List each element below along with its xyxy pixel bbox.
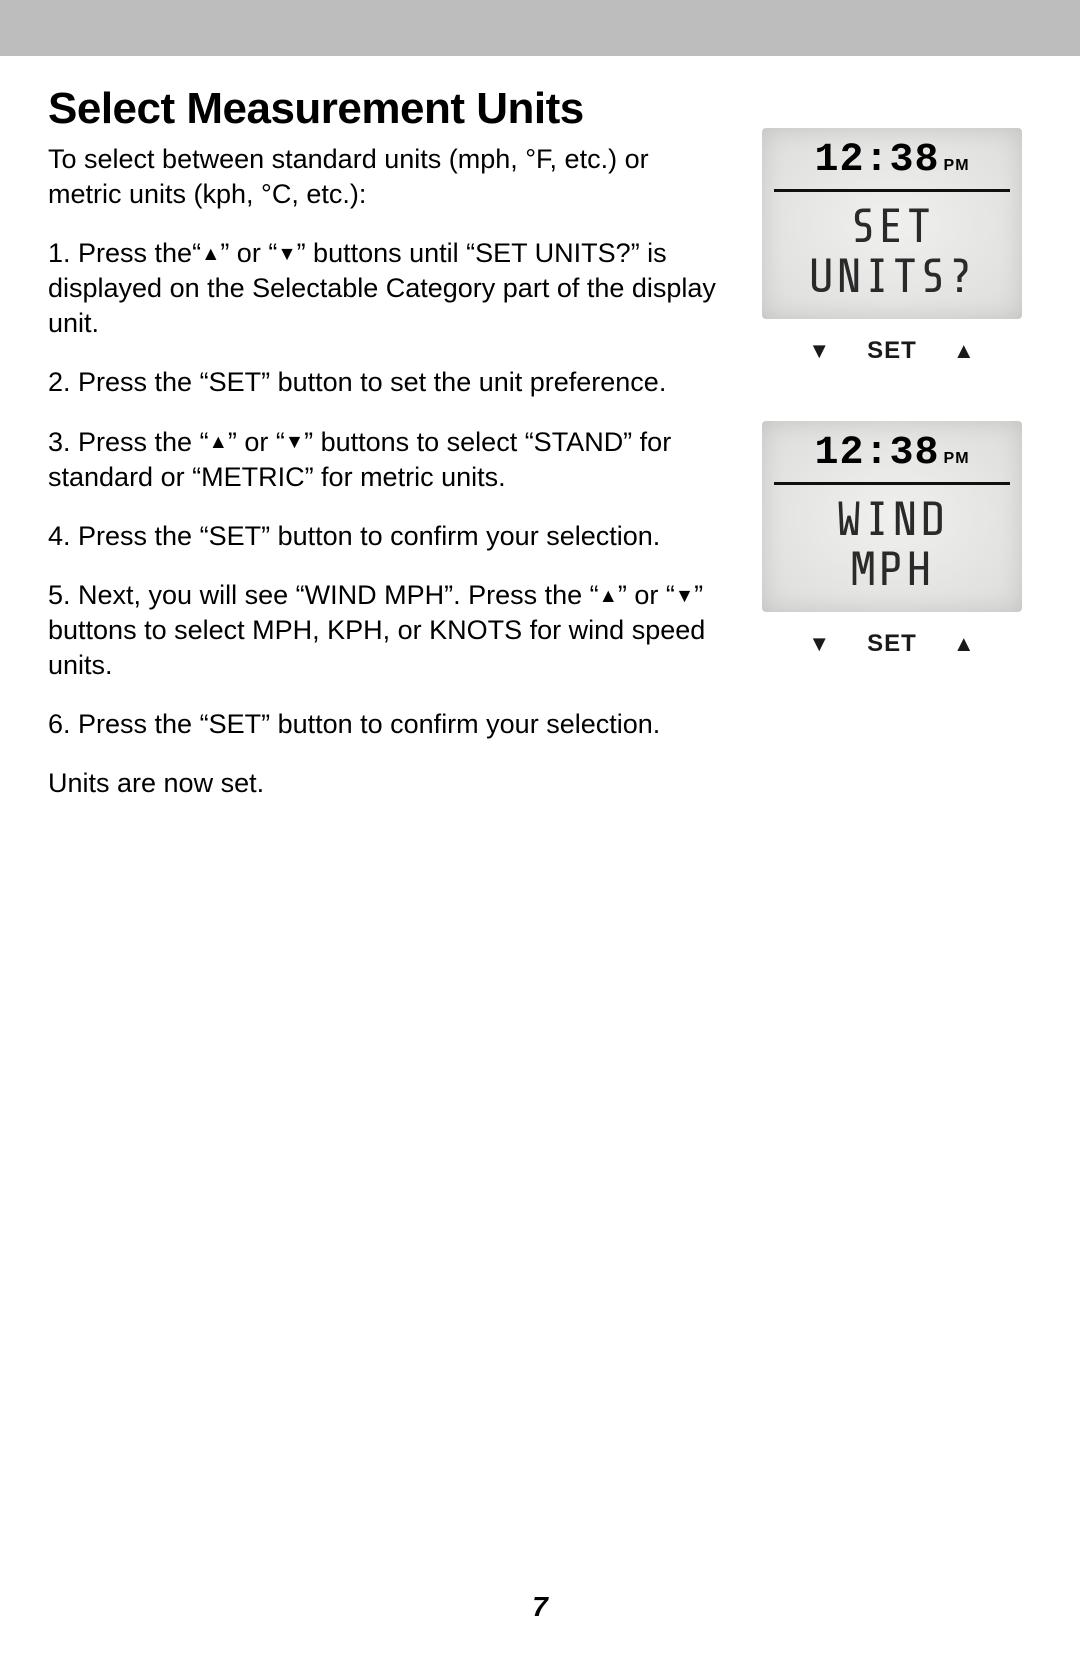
- lcd-time: 12:38: [814, 138, 939, 183]
- figures-column: 12:38 PM SET UNITS? ▼ SET ▲: [752, 84, 1032, 714]
- lcd-time-row: 12:38 PM: [762, 431, 1022, 476]
- lcd-ampm: PM: [944, 450, 970, 468]
- section-heading: Select Measurement Units: [48, 84, 724, 134]
- top-grey-bar: [0, 0, 1080, 56]
- done-text: Units are now set.: [48, 766, 724, 801]
- triangle-down-icon: ▼: [675, 584, 694, 609]
- step-6: 6. Press the “SET” button to confirm you…: [48, 707, 724, 742]
- set-button-label: SET: [867, 630, 917, 658]
- lcd-main-line-2: MPH: [762, 545, 1022, 595]
- button-row: ▼ SET ▲: [762, 630, 1022, 658]
- triangle-down-icon: ▼: [285, 430, 304, 455]
- button-row: ▼ SET ▲: [762, 337, 1022, 365]
- triangle-down-icon: ▼: [277, 242, 296, 267]
- down-button-icon: ▼: [808, 631, 831, 657]
- step-2: 2. Press the “SET” button to set the uni…: [48, 365, 724, 400]
- step-1: 1. Press the“▲” or “▼” buttons until “SE…: [48, 236, 724, 341]
- lcd-screen: 12:38 PM SET UNITS?: [762, 128, 1022, 319]
- lcd-screen: 12:38 PM WIND MPH: [762, 421, 1022, 612]
- lcd-ampm: PM: [944, 157, 970, 175]
- page-content: Select Measurement Units To select betwe…: [0, 56, 1080, 825]
- up-button-icon: ▲: [953, 631, 976, 657]
- step-4: 4. Press the “SET” button to confirm you…: [48, 519, 724, 554]
- instructions-column: Select Measurement Units To select betwe…: [48, 84, 752, 825]
- triangle-up-icon: ▲: [209, 430, 228, 455]
- lcd-divider: [774, 482, 1010, 485]
- up-button-icon: ▲: [953, 338, 976, 364]
- lcd-main-text: WIND MPH: [762, 495, 1022, 596]
- lcd-main-line-2: UNITS?: [762, 252, 1022, 302]
- step-5: 5. Next, you will see “WIND MPH”. Press …: [48, 578, 724, 683]
- down-button-icon: ▼: [808, 338, 831, 364]
- lcd-time: 12:38: [814, 431, 939, 476]
- step-3: 3. Press the “▲” or “▼” buttons to selec…: [48, 425, 724, 495]
- intro-paragraph: To select between standard units (mph, °…: [48, 142, 724, 212]
- lcd-main-line-1: WIND: [762, 495, 1022, 545]
- set-button-label: SET: [867, 337, 917, 365]
- triangle-up-icon: ▲: [201, 242, 220, 267]
- lcd-main-text: SET UNITS?: [762, 202, 1022, 303]
- lcd-figure-wind-mph: 12:38 PM WIND MPH ▼ SET ▲: [762, 421, 1022, 658]
- lcd-time-row: 12:38 PM: [762, 138, 1022, 183]
- triangle-up-icon: ▲: [599, 584, 618, 609]
- lcd-figure-set-units: 12:38 PM SET UNITS? ▼ SET ▲: [762, 128, 1022, 365]
- lcd-divider: [774, 189, 1010, 192]
- page-number: 7: [0, 1591, 1080, 1623]
- lcd-main-line-1: SET: [762, 202, 1022, 252]
